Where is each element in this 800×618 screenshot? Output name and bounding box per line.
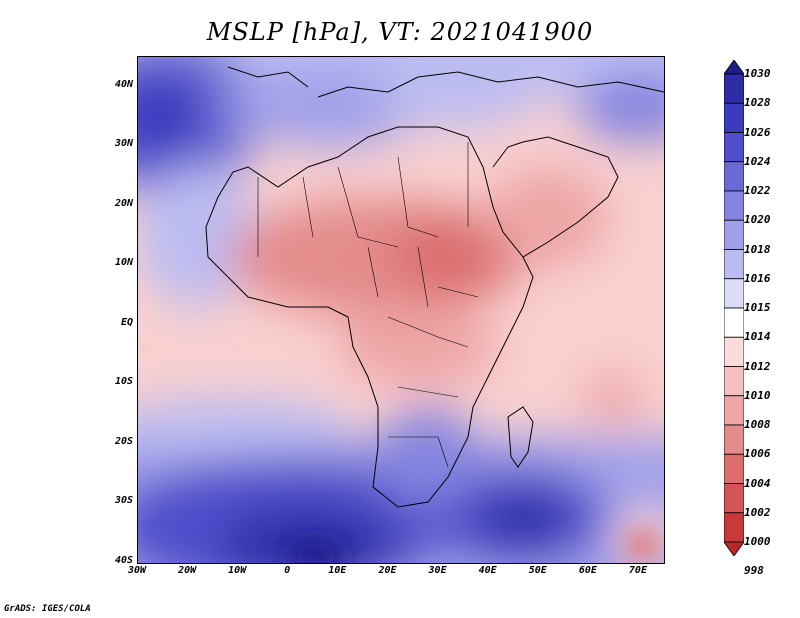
lon-tick-label: 10W	[228, 565, 247, 576]
colorbar-segment	[724, 60, 744, 75]
colorbar-level-label: 1016	[744, 271, 771, 285]
map-title: MSLP [hPa], VT: 2021041900	[206, 18, 594, 46]
africa-coastline	[205, 126, 534, 508]
colorbar-segment	[724, 278, 744, 309]
colorbar-level-label: 1006	[744, 447, 771, 461]
colorbar-segment	[724, 249, 744, 280]
lon-tick-label: 10E	[328, 565, 347, 576]
colorbar-level-label: 1028	[744, 96, 771, 110]
colorbar-level-label: 998	[744, 564, 764, 578]
lon-tick-label: 20E	[378, 565, 397, 576]
lat-tick-label: 10S	[114, 376, 133, 388]
colorbar-level-label: 1026	[744, 125, 771, 139]
lon-tick-label: 60E	[578, 565, 597, 576]
pressure-field-map	[138, 57, 664, 563]
colorbar-level-label: 1000	[744, 535, 771, 548]
lat-tick-label: 30S	[114, 495, 133, 507]
colorbar-segment	[724, 336, 744, 367]
lon-tick-label: 30W	[127, 565, 147, 576]
colorbar	[724, 60, 744, 556]
colorbar-segment	[724, 483, 744, 514]
pressure-shading	[138, 57, 664, 563]
lat-tick-label: 20N	[114, 197, 133, 209]
map-plot-area	[137, 56, 665, 564]
lat-tick-label: 10N	[114, 257, 133, 269]
lon-tick-label: 30E	[428, 565, 447, 576]
colorbar-segment	[724, 161, 744, 192]
colorbar-level-label: 1020	[744, 213, 771, 227]
arabian-peninsula-coastline	[492, 136, 619, 258]
colorbar-level-label: 1018	[744, 242, 771, 256]
lon-tick-label: 40E	[478, 565, 497, 576]
colorbar-segment	[724, 190, 744, 221]
colorbar-segment	[724, 541, 744, 556]
colorbar-level-label: 1022	[744, 184, 771, 197]
coastline-outlines	[205, 66, 664, 508]
colorbar-level-label: 1004	[744, 476, 771, 490]
lat-tick-label: 40N	[114, 78, 133, 90]
lon-tick-label: 70E	[628, 565, 647, 576]
colorbar-segment	[724, 512, 744, 543]
colorbar-level-label: 1024	[744, 154, 771, 168]
colorbar-segment	[724, 366, 744, 397]
colorbar-segment	[724, 219, 744, 250]
lon-tick-label: 20W	[178, 565, 197, 576]
country-borders	[257, 142, 479, 468]
lat-tick-label: EQ	[120, 316, 133, 328]
colorbar-segment	[724, 453, 744, 484]
colorbar-level-label: 1015	[744, 301, 771, 314]
colorbar-level-label: 1010	[744, 388, 771, 402]
colorbar-level-label: 1002	[744, 505, 771, 519]
colorbar-segment	[724, 307, 744, 338]
lon-tick-label: 50E	[528, 565, 547, 576]
europe-coastline	[317, 71, 664, 98]
colorbar-level-label: 1014	[744, 330, 771, 344]
lon-tick-label: 0	[284, 565, 291, 576]
lat-tick-label: 40S	[114, 555, 133, 566]
colorbar-segment	[724, 132, 744, 163]
colorbar-segment	[724, 102, 744, 133]
lat-tick-label: 30N	[114, 138, 133, 150]
grads-credit: GrADS: IGES/COLA	[4, 604, 91, 614]
iberia-coastline	[227, 66, 309, 88]
lat-tick-label: 20S	[114, 435, 133, 447]
colorbar-segment	[724, 395, 744, 426]
madagascar-coastline	[507, 406, 534, 468]
colorbar-segment	[724, 73, 744, 104]
colorbar-level-label: 1008	[744, 418, 771, 431]
colorbar-segment	[724, 424, 744, 455]
colorbar-level-label: 1012	[744, 359, 771, 373]
colorbar-level-label: 1030	[744, 67, 771, 80]
